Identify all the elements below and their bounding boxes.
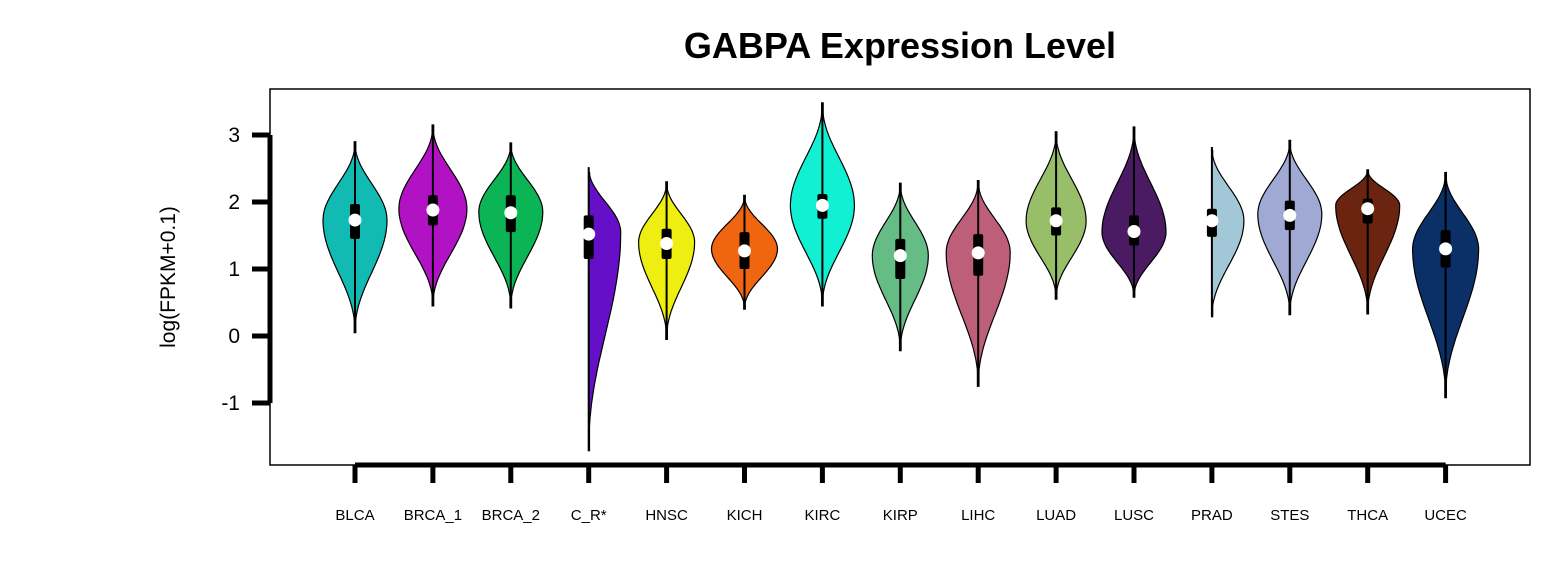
y-axis: -1 0 1 2 3 <box>221 124 273 415</box>
x-tick-label: HNSC <box>645 507 688 524</box>
median-dot <box>815 198 829 212</box>
y-tick-label: 2 <box>228 191 240 214</box>
median-dot <box>504 206 518 220</box>
median-dot <box>738 244 751 258</box>
median-dot <box>348 213 362 227</box>
median-dot <box>971 246 985 260</box>
x-tick-label: BRCA_1 <box>404 507 462 524</box>
chart-title: GABPA Expression Level <box>684 25 1116 66</box>
x-tick-label: BLCA <box>335 507 374 524</box>
median-dot <box>893 249 907 263</box>
median-dot <box>1361 202 1375 216</box>
y-tick-label: -1 <box>221 392 240 415</box>
x-tick-label: STES <box>1270 507 1309 524</box>
median-dot <box>1205 214 1219 228</box>
median-dot <box>426 203 440 217</box>
median-dot <box>1439 242 1453 256</box>
x-tick-label: C_R* <box>571 507 607 524</box>
y-tick-label: 0 <box>228 325 240 348</box>
x-tick-label: BRCA_2 <box>482 507 540 524</box>
x-tick-label: KIRC <box>804 507 840 524</box>
x-tick-label: LUSC <box>1114 507 1154 524</box>
median-dot <box>1049 214 1063 228</box>
x-axis: BLCA BRCA_1 BRCA_2 C_R* HNSC KICH KIRC KIRP LIHC… <box>335 462 1467 524</box>
y-tick-label: 3 <box>228 124 240 147</box>
x-tick-label: UCEC <box>1424 507 1467 524</box>
x-tick-label: PRAD <box>1191 507 1233 524</box>
violin-c-r- <box>588 171 622 452</box>
violin-prad <box>1212 149 1245 318</box>
median-dot <box>1283 208 1297 222</box>
x-tick-label: LUAD <box>1036 507 1076 524</box>
median-dot <box>660 237 674 251</box>
x-tick-label: KIRP <box>883 507 918 524</box>
x-tick-label: KICH <box>727 507 763 524</box>
y-tick-label: 1 <box>228 258 240 281</box>
median-dot <box>582 227 596 241</box>
violin-group <box>322 102 1480 452</box>
median-dot <box>1127 224 1141 238</box>
y-axis-label: log(FPKM+0.1) <box>157 206 180 348</box>
x-tick-label: LIHC <box>961 507 995 524</box>
x-tick-label: THCA <box>1347 507 1388 524</box>
